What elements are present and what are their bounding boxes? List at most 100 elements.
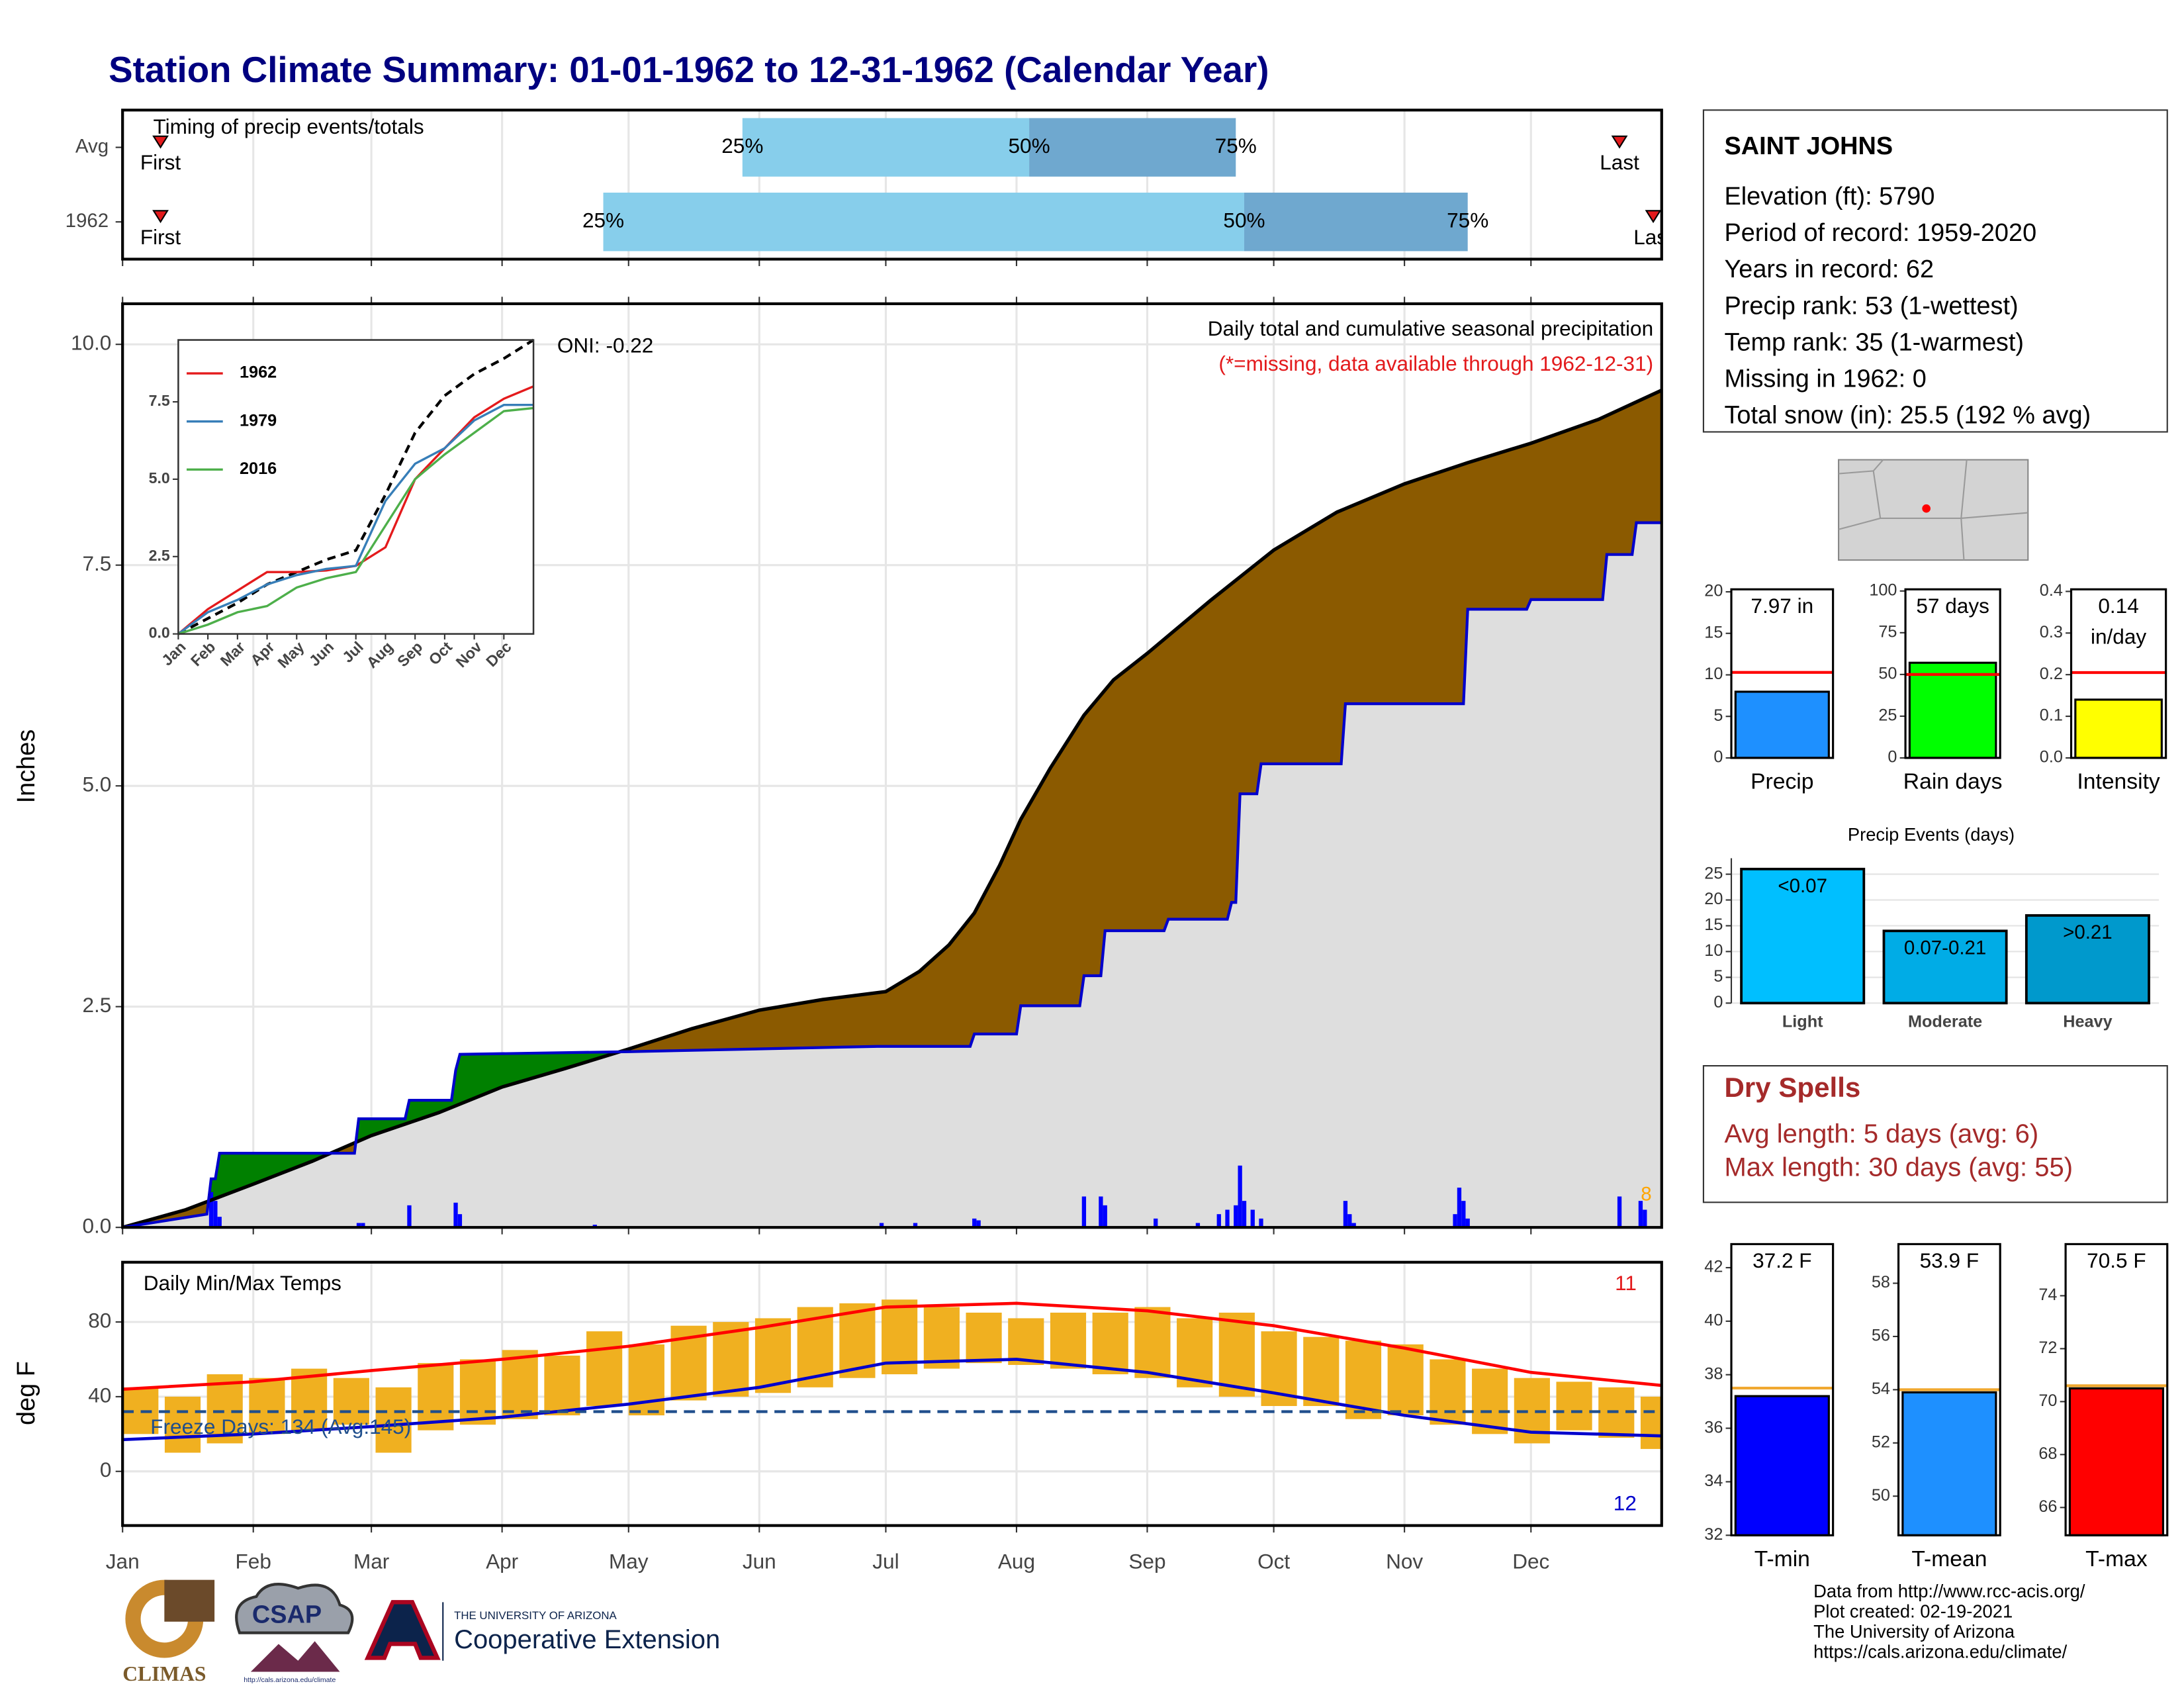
y-tick-label: 74 (2038, 1286, 2057, 1304)
daily-temp-bar (1640, 1396, 1662, 1449)
daily-precip-bar (1453, 1214, 1457, 1228)
y-tick-label: 68 (2038, 1444, 2057, 1463)
dry-spells-title: Dry Spells (1724, 1072, 1860, 1103)
plot-border (121, 109, 1663, 261)
value-label-box: 0.14 in/day (2091, 595, 2146, 649)
timing-chart: 25% 50% 75% First Last 25% 50% 75% First Last Avg 1… (66, 109, 1663, 267)
daily-precip-bar (407, 1205, 412, 1228)
y-tick-label: 0.0 (2040, 748, 2063, 767)
daily-precip-bar (1347, 1214, 1352, 1228)
y-tick-label: 80 (88, 1308, 111, 1332)
daily-precip-bar (453, 1202, 458, 1228)
freeze-label: Freeze Days: 134 (Avg:145) (150, 1415, 411, 1438)
daily-temp-bar (544, 1355, 580, 1416)
daily-temp-bar (1472, 1368, 1508, 1434)
value-label-box: 7.97 in (1751, 595, 1813, 619)
y-tick-label: 0 (1888, 748, 1897, 767)
csap-url: http://cals.arizona.edu/climate (244, 1676, 336, 1684)
category-label: T-max (2085, 1547, 2148, 1571)
y-tick-label: 36 (1704, 1418, 1723, 1436)
daily-precip-bar (1461, 1201, 1466, 1228)
x-tick-label: Oct (1257, 1550, 1290, 1573)
daily-precip-bar (1195, 1223, 1201, 1228)
y-tick-label: 5.0 (83, 773, 112, 796)
plot-border (1897, 1243, 2001, 1536)
daily-precip-bar (972, 1218, 977, 1228)
category-label: Precip (1751, 770, 1813, 794)
bar-label: >0.21 (2063, 921, 2113, 943)
category-label: Rain days (1903, 770, 2003, 794)
y-tick-label: 42 (1704, 1258, 1723, 1276)
value-label-box: 53.9 F (1920, 1250, 1979, 1274)
value-label: 37.2 F (1752, 1249, 1812, 1274)
daily-temp-bar (459, 1359, 496, 1425)
event-marker (1611, 135, 1628, 149)
locator-map (1838, 459, 2029, 561)
quartile-bar (742, 118, 1030, 177)
daily-precip-bar (1234, 1205, 1238, 1228)
legend-label: 1979 (240, 411, 277, 430)
bar (1908, 661, 1997, 759)
daily-temp-bar (586, 1331, 623, 1407)
y-tick-label: 0.3 (2040, 623, 2063, 641)
fills (122, 389, 1662, 1228)
daily-precip-bar (1154, 1218, 1158, 1228)
y-tick-label: 50 (1878, 665, 1897, 683)
plot-border (121, 302, 1663, 1229)
daily-precip-bar (1242, 1201, 1247, 1228)
dry-spells-detail: Avg length: 5 days (avg: 6) (1724, 1119, 2038, 1149)
y-tick-label: 72 (2038, 1338, 2057, 1357)
bar (1734, 1395, 1830, 1536)
y-tick-label: 7.5 (83, 551, 112, 575)
station-detail: Missing in 1962: 0 (1724, 365, 1926, 393)
y-tick-label: 38 (1704, 1364, 1723, 1383)
footer-line: https://cals.arizona.edu/climate/ (1813, 1641, 2067, 1662)
x-tick-label: May (609, 1550, 649, 1573)
plot-border (1904, 588, 2001, 759)
category-label: Intensity (2077, 770, 2160, 794)
count-annotation: 8 (1641, 1184, 1651, 1205)
bar (1901, 1391, 1997, 1536)
y-tick-label: 20 (1704, 890, 1723, 908)
y-tick-label: 15 (1704, 915, 1723, 934)
y-tick-label: 50 (1872, 1486, 1890, 1505)
station-name: SAINT JOHNS (1724, 132, 1893, 160)
plot-border (2064, 1243, 2169, 1536)
chart-title: Precip Events (days) (1848, 824, 2015, 845)
x-tick-label: Nov (1386, 1550, 1423, 1573)
daily-temp-bar (375, 1387, 412, 1453)
daily-precip-bar (1225, 1209, 1230, 1228)
daily-precip-bar (1081, 1196, 1087, 1228)
value-label-box: 70.5 F (2087, 1250, 2146, 1274)
y-tick-label: 0 (1713, 748, 1723, 767)
record-low-count: 12 (1614, 1491, 1637, 1515)
normal-line (122, 1358, 1662, 1442)
summary-bar-chart: 66 68 70 72 74 70.5 F T-max (2038, 1243, 2169, 1571)
daily-temp-bar (1092, 1312, 1128, 1375)
logos: CLIMAS CSAP http://cals.arizona.edu/clim… (122, 1579, 720, 1685)
x-tick-label: Jan (106, 1550, 140, 1573)
daily-temp-bar (164, 1396, 201, 1453)
y-tick-label: 58 (1872, 1273, 1890, 1291)
event-label: First (140, 150, 181, 174)
temperature-chart: Jan Feb Mar Apr May Jun Jul Aug Sep Oct Nov Dec 0 40 8… (13, 1260, 1663, 1573)
bar-label: <0.07 (1778, 875, 1827, 897)
dry-spells-detail: Max length: 30 days (avg: 55) (1724, 1152, 2073, 1182)
y-axis-label: deg F (13, 1361, 40, 1425)
y-tick-label: 0.2 (2040, 665, 2063, 683)
series-line (177, 338, 535, 635)
y-tick-label: 0.1 (2040, 706, 2063, 725)
quartile-bar (603, 192, 1245, 252)
csap-mountains (250, 1641, 340, 1672)
page-title: Station Climate Summary: 01-01-1962 to 1… (109, 49, 1269, 90)
daily-precip-bar (217, 1217, 222, 1228)
daily-temp-bar (1008, 1318, 1044, 1365)
y-tick-label: 0.0 (83, 1214, 112, 1238)
quartile-bar (1244, 192, 1468, 252)
value-label-box: 57 days (1916, 595, 1989, 619)
daily-temp-bar (1134, 1307, 1171, 1378)
y-tick-label: 0 (1713, 993, 1723, 1011)
legend-label: 1962 (240, 363, 277, 382)
y-tick-label: 70 (2038, 1391, 2057, 1410)
